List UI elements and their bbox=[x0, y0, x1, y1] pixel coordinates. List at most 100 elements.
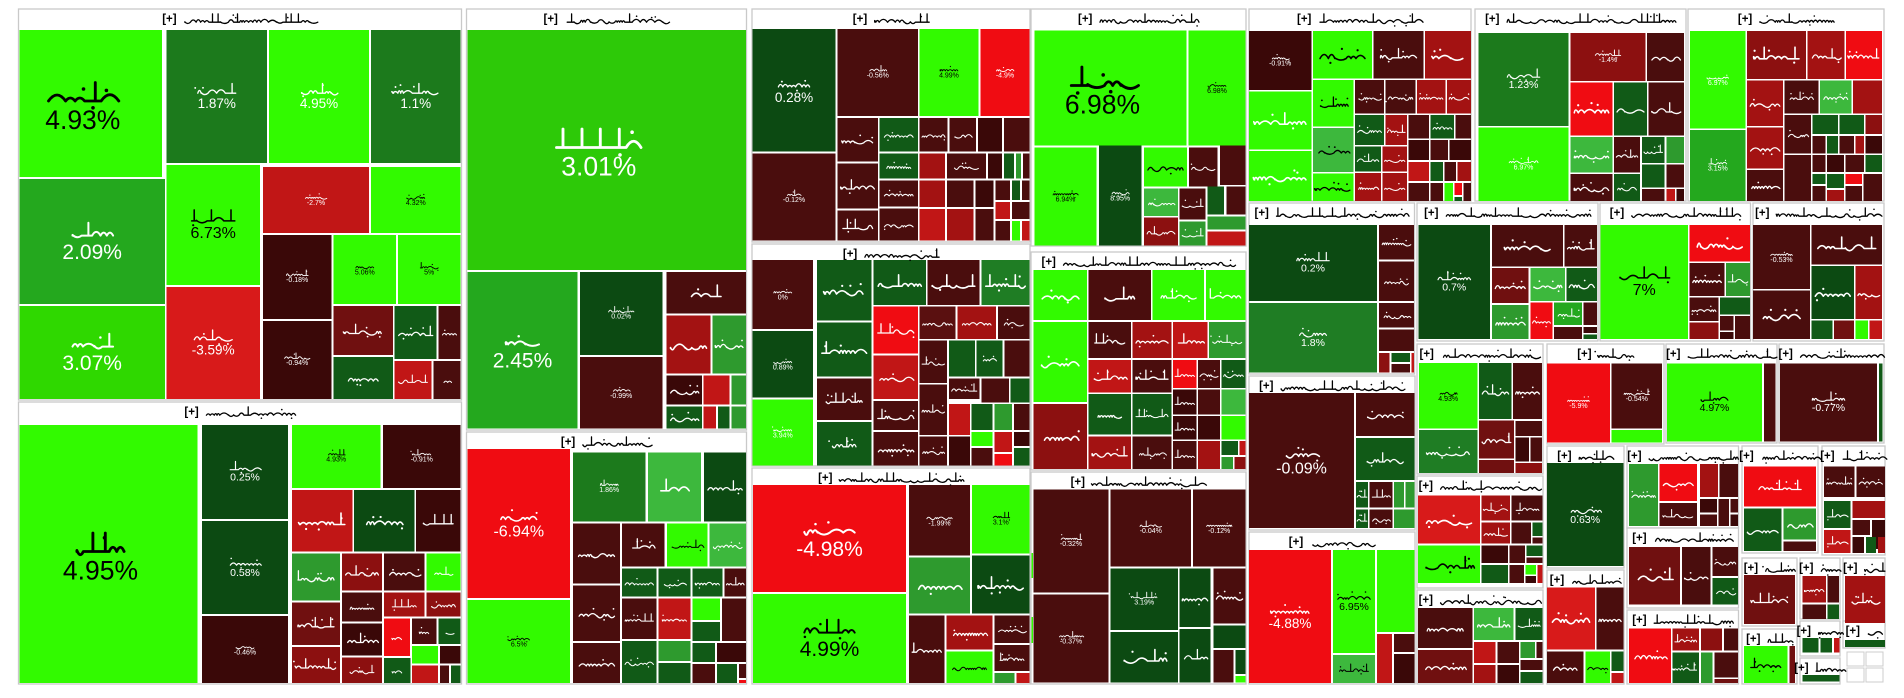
svg-text:[+]: [+] bbox=[1289, 537, 1304, 549]
svg-text:[+]: [+] bbox=[1297, 14, 1312, 26]
svg-text:0%: 0% bbox=[778, 295, 788, 302]
svg-text:[+]: [+] bbox=[1843, 563, 1858, 575]
svg-text:1.86%: 1.86% bbox=[599, 487, 619, 494]
svg-text:-1.99%: -1.99% bbox=[928, 520, 950, 527]
svg-text:4.93%: 4.93% bbox=[1438, 396, 1458, 403]
svg-text:1.23%: 1.23% bbox=[1509, 79, 1539, 91]
svg-text:[+]: [+] bbox=[1746, 634, 1761, 646]
svg-text:[+]: [+] bbox=[1610, 208, 1625, 220]
svg-text:[+]: [+] bbox=[1744, 563, 1759, 575]
svg-text:3.15%: 3.15% bbox=[1708, 166, 1728, 173]
svg-text:[+]: [+] bbox=[1557, 451, 1572, 463]
svg-text:5%: 5% bbox=[424, 270, 434, 277]
svg-text:[+]: [+] bbox=[1820, 451, 1835, 463]
svg-text:[+]: [+] bbox=[1739, 451, 1754, 463]
svg-text:-6.94%: -6.94% bbox=[493, 523, 544, 540]
svg-text:0.7%: 0.7% bbox=[1442, 282, 1466, 294]
svg-text:3.07%: 3.07% bbox=[62, 352, 122, 375]
svg-text:8.95%: 8.95% bbox=[1110, 196, 1130, 203]
svg-text:[+]: [+] bbox=[1738, 14, 1753, 26]
svg-text:[+]: [+] bbox=[1794, 663, 1809, 675]
svg-text:[+]: [+] bbox=[843, 249, 858, 261]
svg-text:[+]: [+] bbox=[1550, 575, 1565, 587]
svg-text:-0.37%: -0.37% bbox=[1060, 639, 1082, 646]
svg-text:4.93%: 4.93% bbox=[45, 105, 120, 135]
svg-text:[+]: [+] bbox=[1632, 615, 1647, 627]
svg-text:7%: 7% bbox=[1633, 282, 1656, 299]
svg-text:6.5%: 6.5% bbox=[511, 642, 527, 649]
svg-text:[+]: [+] bbox=[1632, 533, 1647, 545]
svg-text:0.25%: 0.25% bbox=[230, 472, 260, 484]
svg-text:-0.18%: -0.18% bbox=[286, 277, 308, 284]
svg-text:-5.9%: -5.9% bbox=[1569, 403, 1587, 410]
svg-text:-0.91%: -0.91% bbox=[411, 457, 433, 464]
svg-text:[+]: [+] bbox=[853, 14, 868, 26]
svg-text:[+]: [+] bbox=[1799, 563, 1814, 575]
svg-text:[+]: [+] bbox=[544, 14, 559, 26]
svg-text:[+]: [+] bbox=[1627, 451, 1642, 463]
svg-text:4.93%: 4.93% bbox=[326, 457, 346, 464]
svg-text:-2.7%: -2.7% bbox=[307, 200, 325, 207]
svg-text:-0.12%: -0.12% bbox=[1208, 528, 1230, 535]
svg-text:-4.98%: -4.98% bbox=[796, 538, 863, 561]
svg-text:[+]: [+] bbox=[1042, 257, 1057, 269]
svg-text:[+]: [+] bbox=[1577, 349, 1592, 361]
svg-text:-0.54%: -0.54% bbox=[1626, 396, 1648, 403]
svg-text:0.63%: 0.63% bbox=[1570, 514, 1600, 526]
svg-text:6.97%: 6.97% bbox=[1514, 164, 1534, 171]
svg-text:[+]: [+] bbox=[1666, 349, 1681, 361]
svg-text:-0.94%: -0.94% bbox=[286, 360, 308, 367]
svg-text:4.32%: 4.32% bbox=[406, 200, 426, 207]
svg-text:[+]: [+] bbox=[561, 437, 576, 449]
svg-text:3.19%: 3.19% bbox=[1134, 599, 1154, 606]
svg-text:-4.88%: -4.88% bbox=[1269, 616, 1312, 631]
svg-text:-0.56%: -0.56% bbox=[867, 73, 889, 80]
svg-text:-0.32%: -0.32% bbox=[1060, 541, 1082, 548]
svg-text:-0.09%: -0.09% bbox=[1276, 460, 1327, 477]
svg-text:[+]: [+] bbox=[1797, 626, 1812, 638]
svg-text:6.95%: 6.95% bbox=[1339, 601, 1369, 613]
svg-text:-1.4%: -1.4% bbox=[1599, 57, 1617, 64]
svg-text:1.8%: 1.8% bbox=[1301, 337, 1325, 349]
svg-text:-4.9%: -4.9% bbox=[996, 73, 1014, 80]
svg-text:-0.12%: -0.12% bbox=[783, 197, 805, 204]
svg-text:[+]: [+] bbox=[184, 407, 199, 419]
svg-text:6.98%: 6.98% bbox=[1065, 89, 1140, 119]
svg-text:0.89%: 0.89% bbox=[773, 364, 793, 371]
svg-text:3.01%: 3.01% bbox=[561, 151, 636, 181]
svg-text:[+]: [+] bbox=[1755, 208, 1770, 220]
svg-text:-3.59%: -3.59% bbox=[192, 343, 235, 358]
svg-text:[+]: [+] bbox=[1419, 595, 1434, 607]
svg-text:-0.91%: -0.91% bbox=[1269, 61, 1291, 68]
svg-text:[+]: [+] bbox=[1071, 477, 1086, 489]
svg-text:-0.77%: -0.77% bbox=[1812, 402, 1845, 414]
svg-text:0.02%: 0.02% bbox=[611, 314, 631, 321]
svg-text:6.97%: 6.97% bbox=[1708, 80, 1728, 87]
svg-text:4.97%: 4.97% bbox=[1700, 402, 1730, 414]
svg-text:5.06%: 5.06% bbox=[355, 270, 375, 277]
svg-text:3.94%: 3.94% bbox=[773, 433, 793, 440]
svg-text:[+]: [+] bbox=[1255, 208, 1270, 220]
svg-text:-0.53%: -0.53% bbox=[1770, 257, 1792, 264]
svg-text:0.2%: 0.2% bbox=[1301, 263, 1325, 275]
svg-text:-0.46%: -0.46% bbox=[234, 650, 256, 657]
svg-text:[+]: [+] bbox=[1846, 626, 1861, 638]
svg-text:4.99%: 4.99% bbox=[800, 638, 860, 661]
svg-text:3.1%: 3.1% bbox=[993, 519, 1009, 526]
svg-text:[+]: [+] bbox=[1078, 14, 1093, 26]
svg-text:[+]: [+] bbox=[1485, 14, 1500, 26]
svg-text:6.94%: 6.94% bbox=[1056, 197, 1076, 204]
svg-text:1.1%: 1.1% bbox=[400, 96, 431, 111]
svg-text:[+]: [+] bbox=[1424, 208, 1439, 220]
svg-text:0.28%: 0.28% bbox=[775, 90, 813, 105]
svg-text:6.73%: 6.73% bbox=[191, 225, 236, 242]
svg-text:-0.99%: -0.99% bbox=[610, 393, 632, 400]
svg-text:[+]: [+] bbox=[1419, 481, 1434, 493]
svg-text:1.87%: 1.87% bbox=[198, 96, 236, 111]
svg-text:4.99%: 4.99% bbox=[939, 73, 959, 80]
svg-text:2.09%: 2.09% bbox=[62, 241, 122, 264]
svg-text:-0.04%: -0.04% bbox=[1140, 528, 1162, 535]
svg-text:[+]: [+] bbox=[1779, 349, 1794, 361]
svg-text:4.95%: 4.95% bbox=[63, 555, 138, 585]
svg-text:[+]: [+] bbox=[1420, 349, 1435, 361]
